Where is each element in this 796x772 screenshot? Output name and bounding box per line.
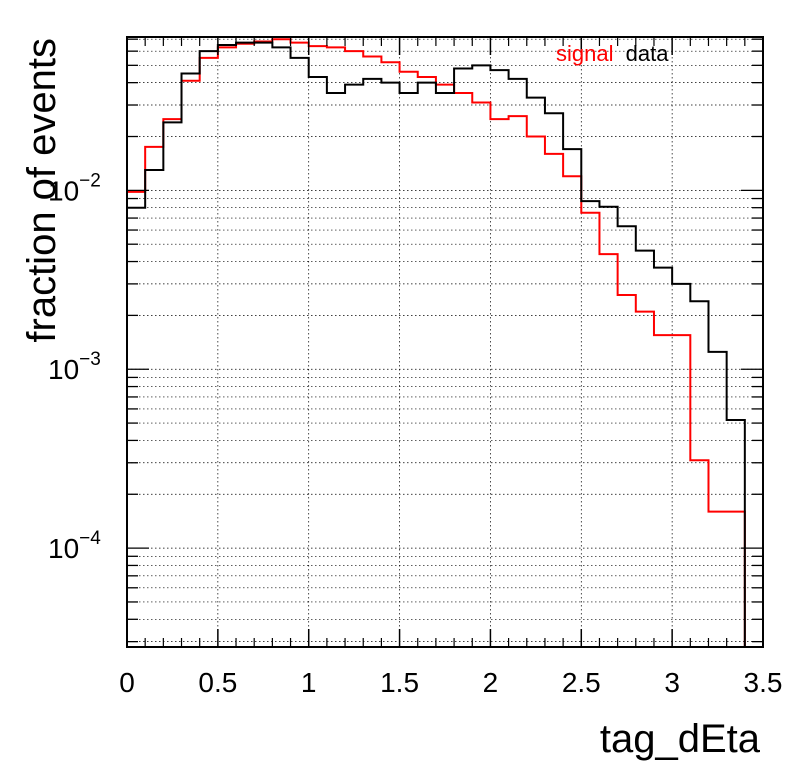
svg-text:signal data: signal data <box>556 41 669 66</box>
x-tick-labels: 0 0.5 1 1.5 2 2.5 3 3.5 <box>119 667 782 698</box>
tick-marks <box>126 37 764 647</box>
series-layer <box>126 38 763 648</box>
legend: signal data <box>556 41 669 66</box>
y-tick-label: 10−2 <box>48 170 101 206</box>
y-axis-title: fraction of events <box>20 38 64 343</box>
x-tick-label: 2 <box>483 667 499 698</box>
series-data-line <box>126 41 763 648</box>
x-tick-label: 0.5 <box>198 667 237 698</box>
series-signal-line <box>126 38 763 648</box>
x-tick-label: 3 <box>664 667 680 698</box>
legend-signal-label: signal <box>556 41 613 66</box>
y-tick-label: 10−4 <box>48 528 101 564</box>
y-tick-labels: 10−4 10−3 10−2 <box>48 170 101 564</box>
y-tick-label: 10−3 <box>48 349 101 385</box>
plot-frame <box>126 36 764 648</box>
x-tick-label: 1 <box>301 667 317 698</box>
x-tick-label: 1.5 <box>380 667 419 698</box>
legend-data-label: data <box>626 41 670 66</box>
x-tick-label: 3.5 <box>744 667 783 698</box>
x-tick-label: 0 <box>119 667 135 698</box>
grid-lines <box>127 37 763 647</box>
x-axis-title: tag_dEta <box>600 717 761 761</box>
x-tick-label: 2.5 <box>562 667 601 698</box>
